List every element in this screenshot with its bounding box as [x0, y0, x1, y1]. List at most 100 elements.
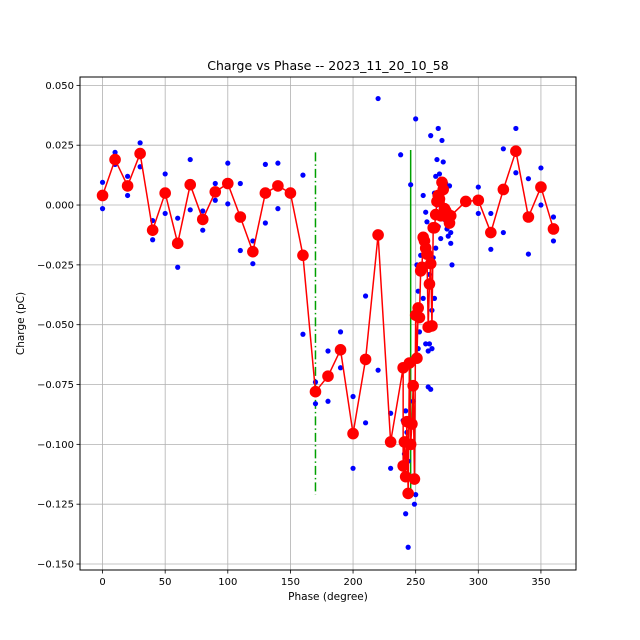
raw-charge-point: [262, 220, 268, 226]
y-tick-label: −0.150: [37, 560, 74, 571]
raw-charge-point: [435, 125, 441, 132]
raw-charge-point: [411, 501, 418, 507]
x-axis-label: Phase (degree): [288, 591, 368, 603]
raw-charge-point: [448, 240, 454, 246]
raw-charge-point: [175, 215, 181, 221]
mean-charge-point: [171, 237, 184, 250]
raw-charge-point: [325, 348, 331, 354]
raw-charge-point: [449, 262, 455, 268]
raw-charge-point: [250, 261, 256, 267]
raw-charge-point: [423, 341, 429, 347]
x-tick-label: 0: [99, 577, 105, 588]
raw-charge-point: [398, 152, 404, 158]
mean-charge-point: [428, 221, 441, 234]
raw-charge-point: [429, 346, 435, 352]
mean-charge-point: [247, 245, 259, 258]
mean-charge-point: [134, 147, 146, 160]
raw-charge-point: [431, 295, 438, 301]
raw-charge-point: [275, 160, 281, 166]
raw-charge-point: [124, 173, 131, 179]
x-tick-label: 300: [469, 577, 488, 588]
y-tick-label: 0.050: [45, 81, 74, 92]
raw-charge-point: [112, 149, 118, 155]
y-tick-label: −0.050: [37, 320, 74, 331]
mean-charge-point: [413, 311, 426, 324]
raw-charge-point: [426, 341, 433, 347]
mean-charge-point: [209, 186, 222, 198]
mean-charge-point: [146, 224, 159, 236]
x-tick-label: 200: [344, 577, 363, 588]
raw-charge-point: [408, 182, 414, 188]
raw-charge-point: [475, 184, 481, 190]
raw-charge-point: [438, 235, 444, 242]
raw-charge-point: [538, 202, 544, 208]
mean-charge-point: [485, 226, 497, 239]
y-tick-label: 0.000: [45, 201, 74, 212]
mean-charge-point: [547, 223, 560, 235]
mean-charge-point: [347, 427, 359, 440]
x-tick-label: 100: [218, 577, 237, 588]
raw-charge-point: [225, 160, 231, 166]
raw-charge-point: [500, 146, 506, 152]
raw-charge-point: [425, 348, 431, 354]
mean-charge-point: [406, 418, 418, 430]
raw-charge-point: [337, 365, 344, 371]
raw-charge-point: [225, 201, 231, 207]
mean-charge-point: [121, 180, 134, 192]
raw-charge-point: [162, 171, 168, 177]
mean-charge-point: [96, 189, 109, 202]
raw-charge-point: [187, 156, 193, 163]
mean-charge-point: [426, 320, 438, 332]
raw-charge-point: [513, 170, 519, 176]
raw-charge-point: [162, 210, 168, 217]
mean-charge-point: [404, 438, 417, 451]
axis-ticks: 0 50 100 150 200 250 300 350 0.050 0.025 0.000 −0.0…: [37, 81, 550, 588]
mean-charge-point: [284, 187, 297, 199]
mean-charge-point: [510, 145, 522, 157]
raw-charge-point: [513, 125, 519, 132]
mean-charge-point: [399, 470, 412, 483]
mean-charge-point: [322, 370, 334, 382]
raw-charge-point: [428, 386, 434, 392]
raw-charge-point: [362, 420, 369, 426]
raw-charge-point: [428, 133, 434, 139]
raw-charge-point: [388, 465, 394, 471]
raw-charge-point: [475, 210, 481, 217]
raw-charge-point: [436, 171, 443, 177]
raw-charge-point: [403, 511, 409, 517]
mean-charge-point: [408, 473, 421, 485]
raw-charge-point: [337, 329, 344, 335]
x-tick-label: 250: [406, 577, 425, 588]
raw-charge-point: [420, 295, 426, 301]
mean-charge-point: [411, 352, 423, 365]
raw-charge-point: [150, 237, 156, 243]
y-tick-label: −0.075: [37, 380, 74, 391]
raw-charge-point: [212, 180, 218, 187]
x-tick-label: 50: [159, 577, 172, 588]
mean-charge-point: [402, 487, 414, 500]
mean-charge-point: [433, 193, 446, 205]
raw-charge-point: [99, 206, 106, 212]
x-tick-label: 350: [531, 577, 550, 588]
mean-charge-point: [297, 249, 309, 262]
raw-charge-point: [488, 246, 494, 252]
mean-charge-point: [397, 460, 409, 472]
mean-charge-point: [412, 302, 424, 314]
mean-charge-point: [535, 181, 547, 193]
mean-charge-point: [384, 436, 397, 448]
y-axis-label: Charge (pC): [15, 292, 27, 355]
mean-charge-point: [159, 187, 171, 199]
mean-charge-point: [109, 153, 121, 166]
mean-charge-point: [272, 180, 284, 192]
mean-charge-point: [472, 194, 485, 207]
raw-charge-point: [237, 247, 243, 254]
mean-charge-point: [259, 187, 272, 199]
raw-charge-point: [375, 367, 381, 373]
raw-charge-point: [433, 245, 439, 251]
mean-charge-point: [522, 211, 535, 223]
raw-charge-point: [405, 544, 411, 550]
raw-charge-point: [413, 116, 419, 122]
mean-charge-point: [407, 379, 419, 392]
